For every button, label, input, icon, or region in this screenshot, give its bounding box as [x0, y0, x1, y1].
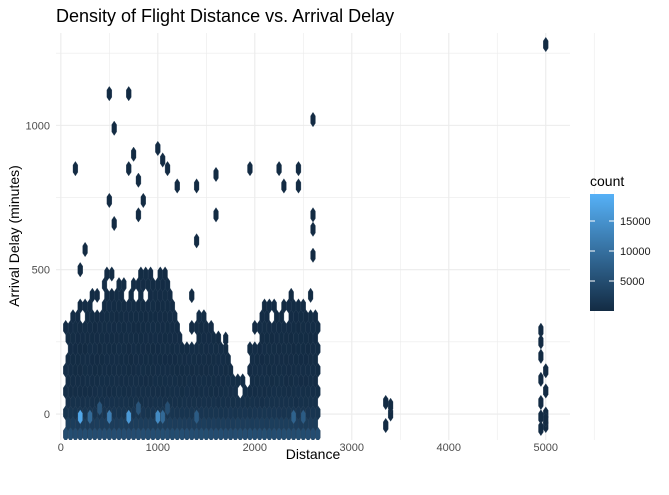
hex-outlier	[194, 178, 200, 194]
x-tick-label: 1000	[146, 442, 170, 454]
hex-outlier	[538, 334, 544, 350]
x-tick-label: 0	[58, 442, 64, 454]
hex-hotspot	[291, 409, 297, 425]
x-tick-label: 2000	[243, 442, 267, 454]
hex-outlier	[213, 166, 219, 183]
hex-outlier	[140, 192, 146, 209]
hex-hotspot	[135, 400, 142, 416]
hex-outlier	[538, 420, 544, 437]
hex-outlier	[310, 111, 316, 128]
hex-hotspot	[106, 409, 112, 425]
hex-outlier	[543, 36, 549, 53]
legend: count 5000 10000 15000	[590, 173, 651, 311]
hex-outlier	[194, 233, 200, 249]
hex-outlier	[543, 363, 549, 379]
y-tick-label: 500	[32, 265, 50, 277]
hex-outlier	[131, 146, 137, 162]
hex-cell	[109, 266, 115, 282]
hex-outlier	[111, 215, 117, 232]
hex-outlier	[383, 417, 389, 434]
hex-outlier	[164, 161, 171, 177]
hex-cell	[147, 266, 154, 282]
x-axis-title: Distance	[286, 446, 341, 462]
chart-title: Density of Flight Distance vs. Arrival D…	[56, 6, 394, 26]
hex-outlier	[126, 86, 132, 102]
legend-colorbar	[590, 194, 614, 311]
hex-cell	[121, 277, 127, 293]
x-tick-label: 5000	[534, 442, 558, 454]
hex-cell	[271, 298, 277, 314]
hex-hotspot	[164, 400, 171, 416]
hex-cell	[94, 287, 100, 303]
hex-cell	[240, 373, 246, 389]
hex-cell	[189, 319, 195, 336]
hex-cell	[288, 287, 294, 303]
legend-tick-label: 5000	[620, 276, 644, 288]
hex-outlier	[82, 241, 88, 258]
x-tick-label: 4000	[437, 442, 461, 454]
hex-outlier	[538, 348, 544, 364]
x-axis-ticks: 0 1000 2000 3000 4000 5000	[58, 442, 558, 454]
hex-cell	[223, 341, 229, 357]
y-tick-label: 1000	[26, 120, 50, 132]
hex-hotspot	[160, 409, 166, 425]
hex-cell	[252, 319, 258, 336]
legend-ticks: 5000 10000 15000	[590, 216, 651, 288]
hex-hotspot	[126, 409, 132, 425]
hex-hotspot	[300, 409, 306, 425]
hex-outlier	[135, 207, 142, 223]
x-tick-label: 3000	[340, 442, 364, 454]
hex-outlier	[155, 140, 161, 157]
hex-hotspot	[97, 400, 103, 416]
legend-title: count	[590, 173, 624, 189]
y-axis-ticks: 0 500 1000	[26, 120, 50, 421]
hex-outlier	[72, 161, 78, 177]
hex-outlier	[295, 178, 302, 194]
y-tick-label: 0	[44, 409, 50, 421]
hex-outlier	[189, 288, 195, 304]
hex-outlier	[543, 383, 549, 399]
hex-outlier	[388, 397, 394, 413]
hex-outlier	[310, 221, 316, 237]
hex-cell	[215, 330, 222, 346]
hex-outlier	[160, 152, 166, 168]
hex-outlier	[135, 172, 142, 188]
hex-outlier	[310, 207, 316, 223]
hex-cell	[162, 266, 168, 282]
hex-outlier	[174, 178, 180, 194]
hex-outlier	[310, 247, 316, 263]
hex-cell	[208, 319, 214, 336]
y-axis-title: Arrival Delay (minutes)	[6, 165, 22, 307]
hex-cell	[300, 298, 306, 314]
hex-cell	[308, 287, 314, 303]
hex-outlier	[295, 161, 302, 177]
hexbin-cells	[63, 36, 549, 440]
hex-outlier	[538, 394, 544, 411]
hex-outlier	[223, 331, 229, 347]
hex-cell	[312, 309, 318, 325]
hex-outlier	[106, 192, 112, 209]
hex-outlier	[247, 161, 253, 177]
hex-outlier	[77, 262, 83, 278]
hex-outlier	[276, 161, 282, 177]
hex-outlier	[111, 120, 117, 136]
hex-outlier	[126, 161, 132, 177]
hex-outlier	[281, 178, 287, 194]
hex-hotspot	[87, 409, 93, 425]
hex-outlier	[213, 207, 219, 223]
hex-outlier	[543, 412, 549, 428]
hex-hotspot	[194, 409, 200, 425]
hex-cell	[201, 309, 207, 325]
legend-tick-label: 10000	[620, 246, 651, 258]
hex-outlier	[383, 394, 389, 411]
hex-hotspot	[77, 409, 83, 425]
legend-tick-label: 15000	[620, 216, 651, 228]
hex-outlier	[106, 86, 112, 102]
hex-outlier	[538, 371, 544, 387]
